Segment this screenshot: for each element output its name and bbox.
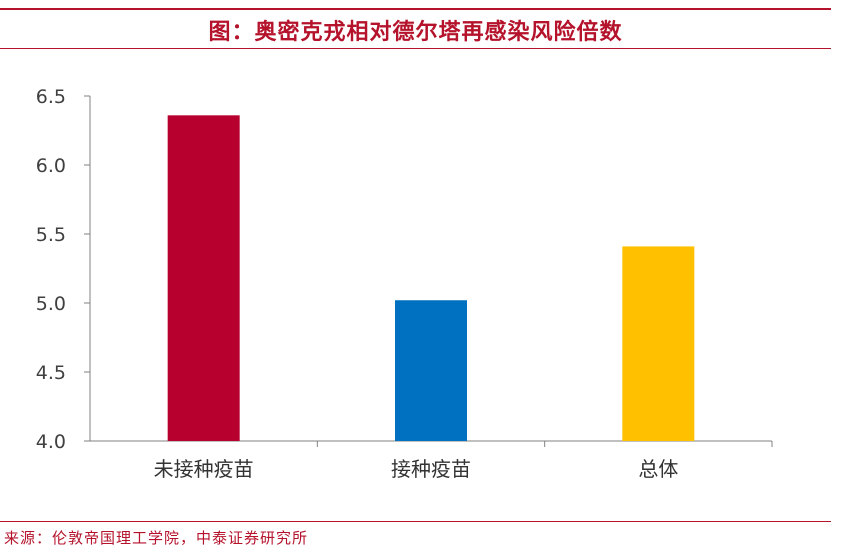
chart-title: 图：奥密克戎相对德尔塔再感染风险倍数 <box>208 19 623 45</box>
y-tick-label: 6.0 <box>36 155 66 177</box>
x-category-label: 接种疫苗 <box>391 457 471 481</box>
y-tick-label: 6.5 <box>36 86 66 108</box>
y-tick-label: 5.5 <box>36 224 66 246</box>
y-tick-label: 4.5 <box>36 362 66 384</box>
x-category-label: 总体 <box>638 457 678 481</box>
title-rule <box>0 48 831 49</box>
bar-chart: 4.0 4.5 5.0 5.5 6.0 6.5 未接种疫苗 接种疫苗 总体 <box>36 86 773 481</box>
y-tick-label: 5.0 <box>36 293 66 315</box>
top-rule <box>0 8 831 10</box>
bar-3 <box>622 246 695 441</box>
bottom-rule <box>0 521 831 522</box>
x-category-label: 未接种疫苗 <box>154 457 254 481</box>
bar-2 <box>395 300 467 441</box>
source-note: 来源：伦敦帝国理工学院，中泰证券研究所 <box>4 529 309 547</box>
y-tick-label: 4.0 <box>36 431 66 453</box>
bar-1 <box>167 115 240 441</box>
